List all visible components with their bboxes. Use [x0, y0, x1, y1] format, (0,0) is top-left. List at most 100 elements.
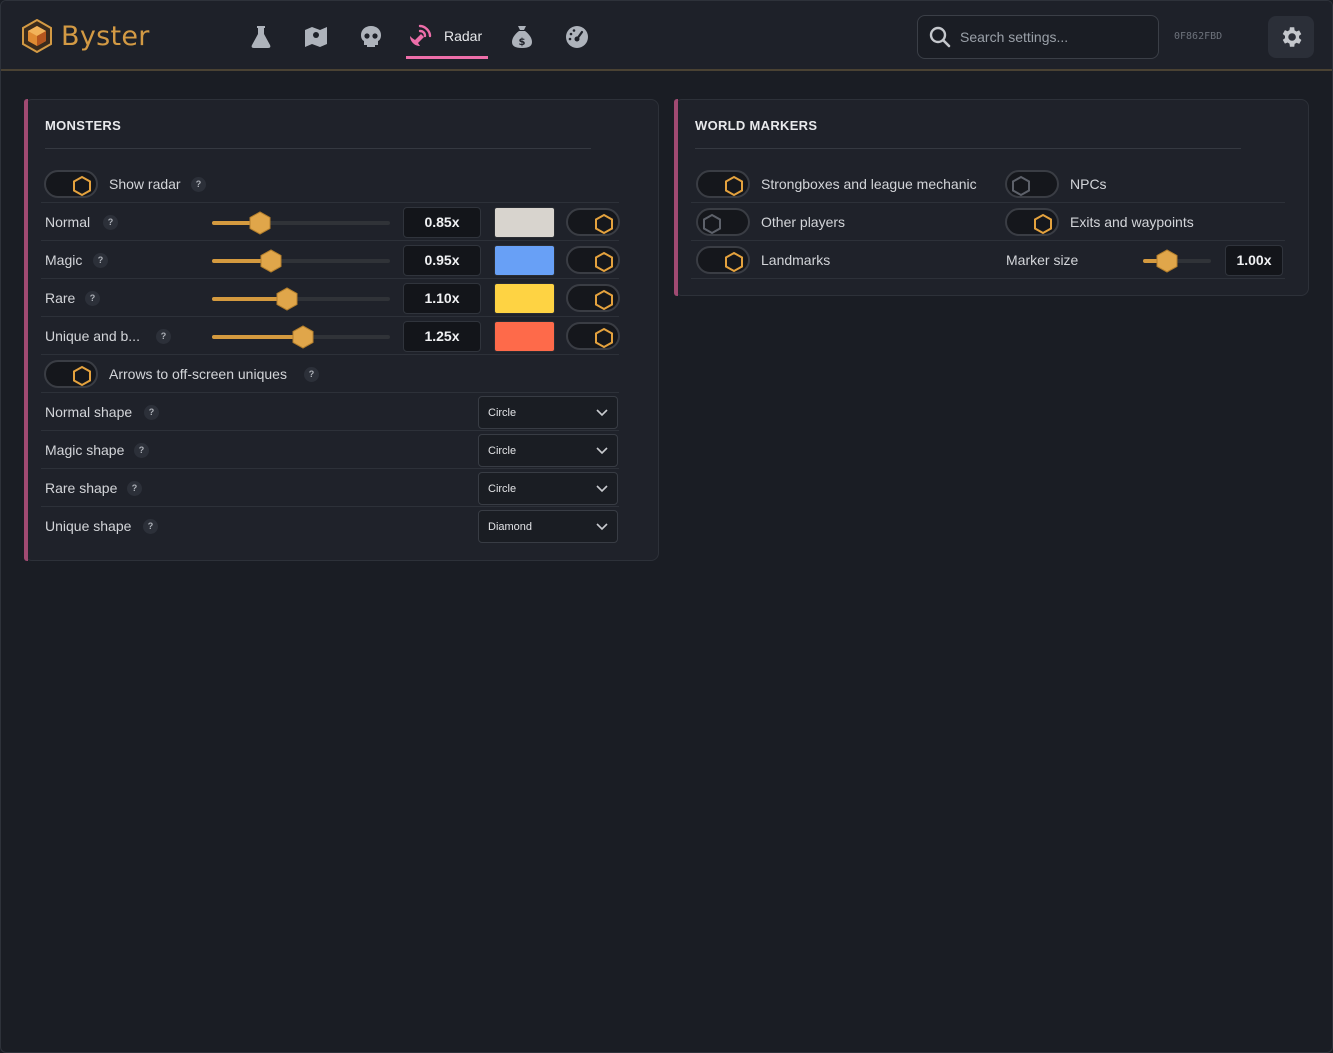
help-icon[interactable]: ?: [85, 291, 100, 306]
nav-money[interactable]: $: [502, 15, 542, 59]
size-slider[interactable]: [212, 249, 390, 273]
show-radar-row: Show radar ?: [41, 165, 619, 203]
nav-flask[interactable]: [241, 15, 281, 59]
byster-logo-icon: [22, 19, 52, 53]
help-icon[interactable]: ?: [134, 443, 149, 458]
shape-select[interactable]: Circle: [478, 434, 618, 467]
rarity-enabled-toggle[interactable]: [566, 208, 620, 236]
help-icon[interactable]: ?: [304, 367, 319, 382]
size-value[interactable]: 0.95x: [403, 245, 481, 276]
shape-label: Normal shape: [45, 404, 133, 420]
help-icon[interactable]: ?: [143, 519, 158, 534]
gauge-icon: [566, 26, 588, 48]
shape-select[interactable]: Circle: [478, 396, 618, 429]
panel-title: WORLD MARKERS: [695, 118, 818, 133]
shape-select-value: Circle: [488, 483, 517, 495]
rarity-row-magic: Magic ? 0.95x: [41, 241, 620, 279]
color-swatch[interactable]: [494, 207, 555, 238]
nav-gauge[interactable]: [557, 15, 597, 59]
color-swatch[interactable]: [494, 321, 555, 352]
toggle-knob-hex-icon: [595, 327, 613, 349]
color-swatch[interactable]: [494, 245, 555, 276]
chevron-down-icon: [596, 523, 608, 531]
rarity-label: Normal: [45, 214, 91, 230]
rarity-enabled-toggle[interactable]: [566, 284, 620, 312]
hwid-label: 0F862FBD: [1174, 31, 1223, 42]
shape-select[interactable]: Circle: [478, 472, 618, 505]
top-bar: Byster: [1, 1, 1332, 71]
gear-icon: [1282, 27, 1302, 47]
rarity-enabled-toggle[interactable]: [566, 322, 620, 350]
shape-label: Magic shape: [45, 442, 125, 458]
search-box[interactable]: [917, 15, 1159, 59]
exits-toggle[interactable]: [1005, 208, 1059, 236]
slider-fill: [212, 297, 287, 301]
help-icon[interactable]: ?: [144, 405, 159, 420]
main-nav: Radar $: [241, 15, 612, 61]
arrows-toggle[interactable]: [44, 360, 98, 388]
toggle-knob-hex-icon: [73, 175, 91, 197]
arrows-label: Arrows to off-screen uniques: [109, 366, 287, 382]
marker-size-slider[interactable]: [1143, 249, 1211, 273]
slider-thumb-hex-icon[interactable]: [249, 211, 271, 235]
search-input[interactable]: [960, 29, 1150, 45]
toggle-knob-hex-icon: [1012, 175, 1030, 197]
rarity-row-normal: Normal ? 0.85x: [41, 203, 620, 241]
color-swatch[interactable]: [494, 283, 555, 314]
toggle-knob-hex-icon: [725, 251, 743, 273]
markers-row-1: Strongboxes and league mechanic NPCs: [691, 165, 1285, 203]
shape-label: Rare shape: [45, 480, 118, 496]
shape-row-normal: Normal shape ? Circle: [41, 393, 619, 431]
size-value[interactable]: 1.25x: [403, 321, 481, 352]
flask-icon: [251, 26, 271, 48]
skull-icon: [361, 26, 381, 47]
money-bag-icon: $: [512, 26, 532, 48]
help-icon[interactable]: ?: [127, 481, 142, 496]
rarity-enabled-toggle[interactable]: [566, 246, 620, 274]
toggle-knob-hex-icon: [73, 365, 91, 387]
toggle-knob-hex-icon: [703, 213, 721, 235]
shape-select[interactable]: Diamond: [478, 510, 618, 543]
nav-map[interactable]: [296, 15, 336, 59]
map-icon: [305, 27, 327, 47]
npcs-toggle[interactable]: [1005, 170, 1059, 198]
shape-select-value: Circle: [488, 407, 517, 419]
slider-thumb-hex-icon[interactable]: [276, 287, 298, 311]
shape-select-value: Circle: [488, 445, 517, 457]
rarity-label: Rare: [45, 290, 76, 306]
slider-thumb-hex-icon[interactable]: [292, 325, 314, 349]
shape-row-rare: Rare shape ? Circle: [41, 469, 619, 507]
landmarks-toggle[interactable]: [696, 246, 750, 274]
other-players-label: Other players: [761, 214, 846, 230]
world-markers-panel: WORLD MARKERS Strongboxes and league mec…: [674, 99, 1309, 296]
arrows-row: Arrows to off-screen uniques ?: [41, 355, 619, 393]
size-slider[interactable]: [212, 211, 390, 235]
help-icon[interactable]: ?: [93, 253, 108, 268]
slider-thumb-hex-icon[interactable]: [260, 249, 282, 273]
npcs-label: NPCs: [1070, 176, 1107, 192]
markers-row-3: Landmarks Marker size 1.00x: [691, 241, 1285, 279]
size-slider[interactable]: [212, 287, 390, 311]
app-logo: Byster: [21, 19, 150, 53]
nav-radar-label: Radar: [444, 27, 483, 44]
rarity-row-rare: Rare ? 1.10x: [41, 279, 620, 317]
marker-size-value[interactable]: 1.00x: [1225, 245, 1283, 276]
chevron-down-icon: [596, 409, 608, 417]
help-icon[interactable]: ?: [156, 329, 171, 344]
nav-skull[interactable]: [351, 15, 391, 59]
slider-fill: [1143, 259, 1167, 263]
chevron-down-icon: [596, 485, 608, 493]
size-slider[interactable]: [212, 325, 390, 349]
nav-radar[interactable]: Radar: [406, 15, 488, 59]
slider-thumb-hex-icon[interactable]: [1156, 249, 1178, 273]
size-value[interactable]: 0.85x: [403, 207, 481, 238]
title-divider: [695, 148, 1241, 149]
other-players-toggle[interactable]: [696, 208, 750, 236]
size-value[interactable]: 1.10x: [403, 283, 481, 314]
strongboxes-toggle[interactable]: [696, 170, 750, 198]
settings-button[interactable]: [1268, 16, 1314, 58]
help-icon[interactable]: ?: [191, 177, 206, 192]
show-radar-toggle[interactable]: [44, 170, 98, 198]
help-icon[interactable]: ?: [103, 215, 118, 230]
